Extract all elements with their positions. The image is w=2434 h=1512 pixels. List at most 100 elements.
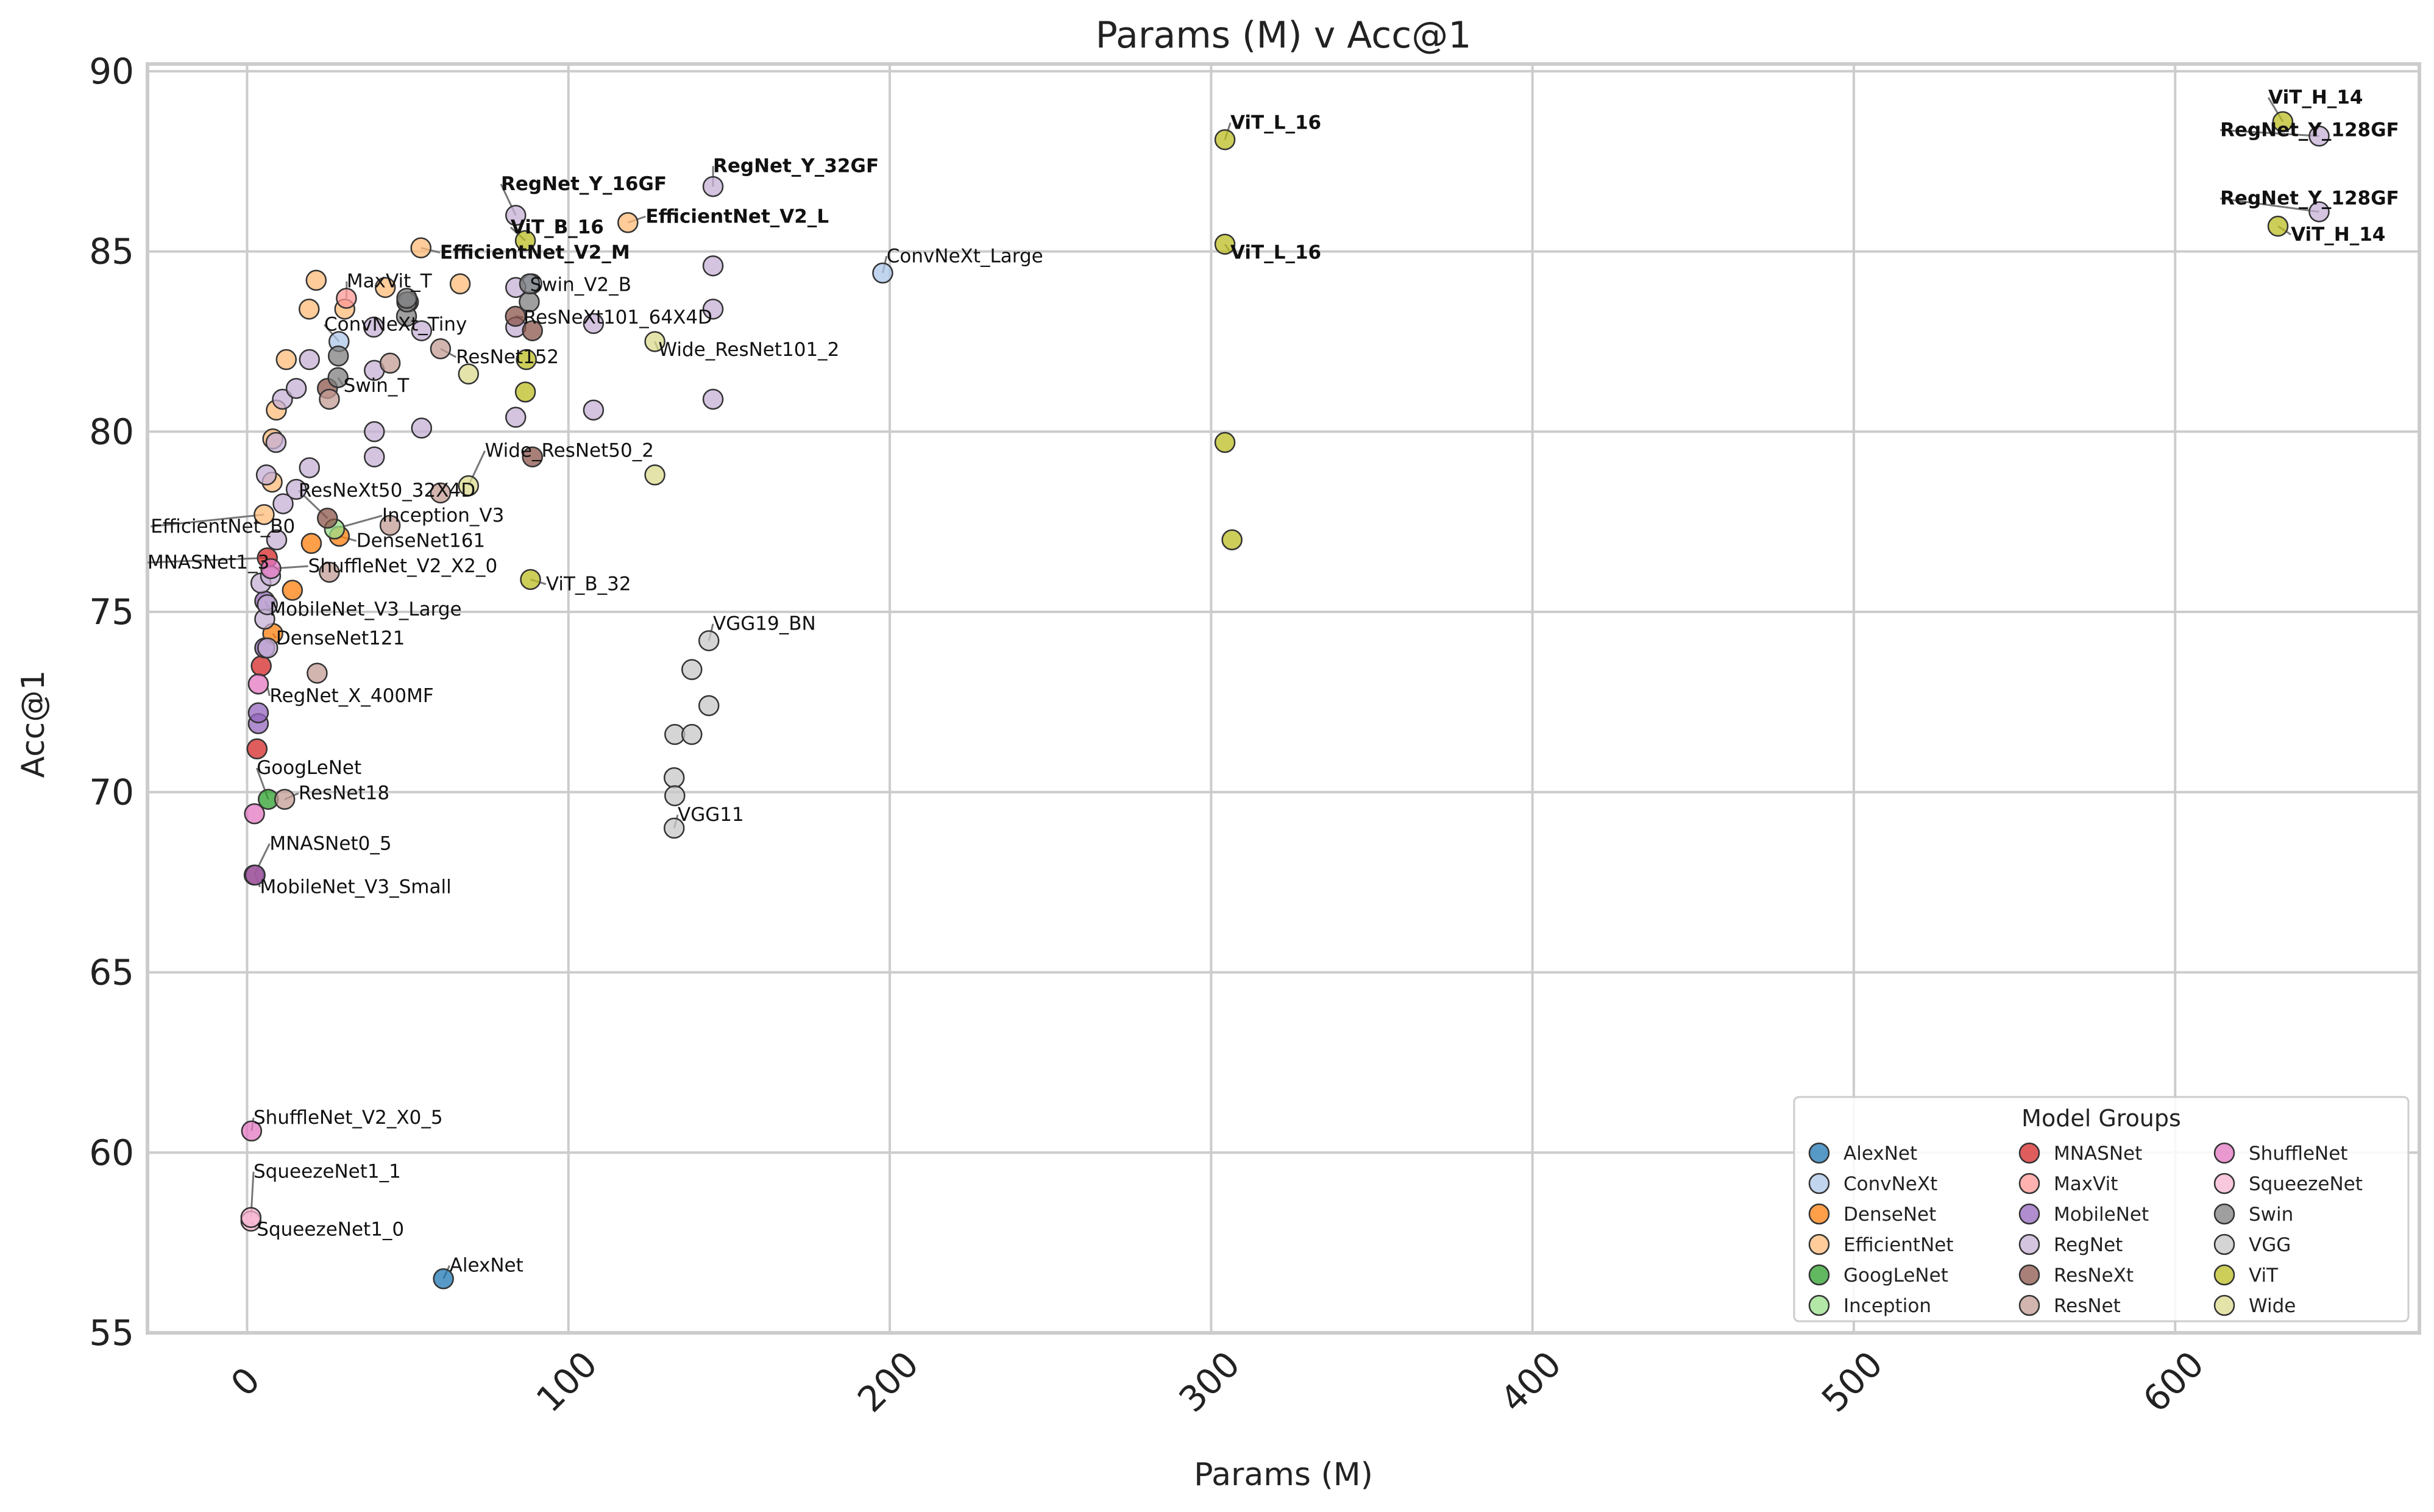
x-axis-label: Params (M) — [1194, 1457, 1373, 1493]
legend-label-regnet: RegNet — [2054, 1234, 2123, 1256]
point-regnet — [265, 431, 287, 453]
point-regnet — [272, 388, 293, 410]
point-mobilenet — [247, 702, 269, 723]
leader-line — [147, 556, 268, 564]
annotation-regnet-y-128gf: RegNet_Y_128GF — [2220, 188, 2399, 210]
legend-marker-resnet — [2018, 1294, 2040, 1316]
point-swin — [396, 288, 417, 309]
y-tick-label: 70 — [89, 772, 134, 813]
annotation-vit-b-32: ViT_B_32 — [546, 573, 631, 595]
grid-lines — [147, 64, 2419, 1334]
x-tick-label: 600 — [2135, 1343, 2212, 1420]
point-convnext — [872, 262, 893, 284]
point-resnet — [307, 662, 328, 684]
legend-label-resnext: ResNeXt — [2054, 1265, 2134, 1287]
y-tick-label: 80 — [89, 411, 134, 452]
y-tick-label: 85 — [89, 231, 134, 272]
legend-marker-densenet — [1808, 1203, 1830, 1225]
x-tick-label: 400 — [1492, 1343, 1569, 1420]
legend-marker-inception — [1808, 1294, 1830, 1316]
legend-label-efficientnet: EfficientNet — [1843, 1234, 1954, 1256]
point-efficientnet — [298, 298, 320, 320]
point-swin — [519, 273, 541, 295]
point-shufflenet — [260, 558, 282, 580]
point-swin — [327, 367, 349, 388]
point-regnet — [702, 298, 724, 320]
point-resnet — [379, 514, 401, 536]
point-annotations: AlexNet SqueezeNet1_0 SqueezeNet1_1 Shuffle… — [147, 87, 2399, 1276]
point-vgg — [698, 630, 720, 651]
annotation-vgg19-bn: VGG19_BN — [713, 613, 816, 635]
leader-line — [2219, 129, 2319, 137]
point-resnext — [317, 508, 338, 529]
point-regnet — [411, 320, 433, 341]
x-tick-label: 300 — [1171, 1343, 1247, 1420]
point-vgg — [663, 767, 685, 789]
point-regnet — [583, 313, 605, 335]
point-efficientnet — [305, 269, 327, 291]
legend-items: AlexNet ConvNeXt DenseNet EfficientNet GoogL… — [1808, 1142, 2363, 1317]
annotation-swin-v2-b: Swin_V2_B — [530, 274, 631, 296]
annotation-wide-resnet50-2: Wide_ResNet50_2 — [485, 440, 654, 462]
annotation-convnext-tiny: ConvNeXt_Tiny — [324, 314, 467, 336]
point-regnet — [702, 388, 724, 410]
point-densenet — [300, 533, 322, 554]
data-points — [240, 111, 2330, 1290]
legend-marker-wide — [2213, 1294, 2235, 1316]
annotation-vit-h-14: ViT_H_14 — [2268, 87, 2363, 108]
annotation-densenet161: DenseNet161 — [357, 530, 485, 552]
point-wide — [458, 363, 480, 385]
point-wide — [458, 475, 480, 497]
plot-frame — [146, 62, 2421, 1335]
legend-marker-shufflenet — [2213, 1142, 2235, 1164]
y-axis-ticks: 55 60 65 70 75 80 85 90 — [89, 51, 134, 1354]
annotation-efficientnet-b0: EfficientNet_B0 — [151, 516, 295, 538]
annotation-resnext101-64x4d: ResNeXt101_64X4D — [523, 307, 712, 328]
point-wide — [644, 464, 665, 486]
annotation-vit-l-16: ViT_L_16 — [1230, 112, 1321, 133]
annotation-resnet152: ResNet152 — [456, 346, 559, 368]
annotation-regnet-y-32gf: RegNet_Y_32GF — [713, 155, 879, 177]
annotation-regnet-y-16gf: RegNet_Y_16GF — [501, 173, 667, 195]
point-vgg — [664, 785, 686, 806]
point-regnet — [257, 594, 278, 616]
point-vit — [516, 349, 537, 371]
legend-marker-mnasnet — [2018, 1142, 2040, 1164]
point-regnet — [272, 493, 294, 514]
point-regnet — [411, 417, 433, 439]
annotation-squeezenet1-1: SqueezeNet1_1 — [254, 1161, 401, 1183]
annotation-resnext50-32x4d: ResNeXt50_32X4D — [299, 480, 475, 502]
point-wide — [644, 331, 665, 352]
point-shufflenet — [241, 1120, 263, 1142]
annotation-convnext-large: ConvNeXt_Large — [887, 245, 1043, 267]
point-regnet — [702, 176, 724, 197]
point-vit — [1214, 129, 1236, 151]
annotation-inception-v3: Inception_V3 — [382, 505, 504, 527]
annotation-mobilenet-v3-small: MobileNet_V3_Small — [260, 876, 452, 898]
annotation-googlenet: GoogLeNet — [257, 757, 361, 779]
point-regnet — [583, 399, 605, 421]
legend-marker-swin — [2213, 1203, 2235, 1225]
annotation-mnasnet1-3: MNASNet1_3 — [147, 552, 269, 573]
leader-line — [2219, 197, 2319, 213]
legend-label-vgg: VGG — [2249, 1234, 2291, 1256]
legend-label-squeezenet: SqueezeNet — [2249, 1173, 2363, 1195]
point-regnet — [702, 255, 724, 277]
point-regnet — [299, 349, 321, 371]
legend-marker-maxvit — [2018, 1173, 2040, 1194]
legend-title: Model Groups — [2021, 1105, 2181, 1132]
point-maxvit — [336, 288, 357, 309]
annotation-vit-h-14: ViT_H_14 — [2291, 224, 2385, 246]
annotation-shufflenet-v2-x2-0: ShuffleNet_V2_X2_0 — [308, 555, 498, 577]
point-vit — [520, 569, 541, 591]
chart-title: Params (M) v Acc@1 — [1096, 14, 1472, 57]
point-resnext — [522, 320, 543, 341]
point-regnet — [285, 478, 307, 500]
point-swin — [327, 345, 349, 367]
point-regnet — [505, 205, 527, 226]
point-vit — [1214, 233, 1236, 255]
point-regnet — [266, 529, 288, 550]
legend-label-wide: Wide — [2249, 1295, 2296, 1317]
annotation-maxvit-t: MaxVit_T — [347, 271, 433, 293]
